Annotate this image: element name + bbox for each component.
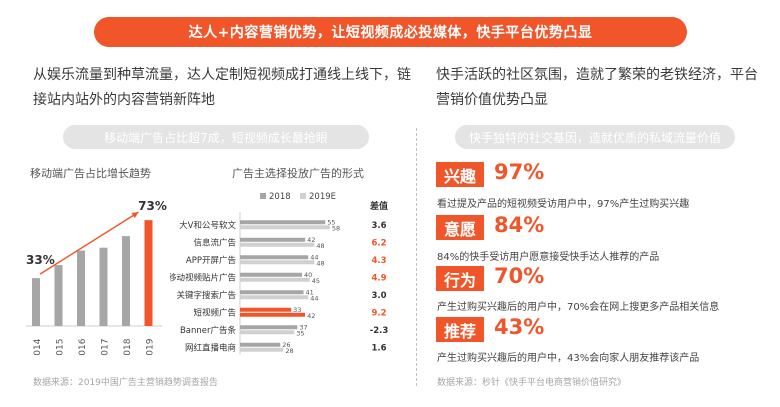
bar-2018-7 [240, 342, 281, 347]
right-intro-line2: 营销价值优势凸显 [436, 92, 548, 108]
trend-bar-2015 [54, 265, 63, 326]
value-2018-3: 40 [304, 271, 312, 279]
diff-value-6: -2.3 [370, 326, 389, 336]
headline-banner: 达人+内容营销优势，让短视频成必投媒体，快手平台优势凸显 [94, 17, 687, 47]
diff-value-1: 6.2 [371, 238, 386, 248]
value-2018-7: 26 [282, 341, 290, 349]
bar-2018-0 [240, 220, 326, 225]
diff-value-3: 4.9 [371, 273, 386, 283]
keyword-behavior: 行为 [436, 266, 484, 291]
trend-label-last: 73% [138, 199, 167, 213]
desc-recommend: 产生过购买兴趣后的用户中，43%会向家人朋友推荐该产品 [437, 353, 700, 364]
trend-bar-2019 [144, 220, 153, 326]
value-2018-4: 41 [306, 288, 314, 296]
trend-bar-2018 [122, 236, 130, 326]
right-source: 数据来源：秒针《快手平台电商营销价值研究》 [437, 378, 627, 388]
desc-interest: 看过提及产品的短视频受访用户中，97%产生过购买兴趣 [437, 199, 690, 210]
value-2019e-1: 48 [316, 242, 324, 250]
value-2019e-0: 58 [332, 224, 340, 232]
bar-2019e-6 [240, 330, 295, 335]
category-label-0: 大V和公号软文 [179, 220, 236, 231]
trend-bar-2017 [99, 247, 108, 326]
bar-2018-1 [240, 237, 306, 242]
right-pill: 快手独特的社交基因，造就优质的私域流量价值 [455, 125, 735, 149]
percent-willingness: 84% [494, 213, 545, 237]
value-2019e-6: 35 [296, 329, 304, 337]
legend-swatch-0 [260, 193, 266, 199]
desc-willingness: 84%的快手受访用户愿意接受快手达人推荐的产品 [437, 252, 660, 263]
bar-2019e-0 [240, 225, 330, 230]
right-intro: 快手活跃的社区氛围，造就了繁荣的老铁经济，平台 营销价值优势凸显 [436, 63, 766, 113]
desc-behavior: 产生过购买兴趣后的用户中，70%会在网上搜更多产品相关信息 [437, 302, 720, 313]
mobile-ad-trend-chart: 2014 2015 2016 2017 2018 2019 33% 73% [26, 199, 167, 355]
value-2019e-5: 42 [307, 312, 315, 320]
bar-2019e-3 [240, 277, 310, 282]
bar-2018-5 [240, 307, 292, 312]
bar-2018-6 [240, 325, 298, 330]
diff-value-2: 4.3 [371, 256, 386, 266]
left-intro-line2: 接站内站外的内容营销新阵地 [33, 92, 215, 108]
diff-value-0: 3.6 [371, 221, 386, 231]
value-2018-2: 44 [310, 253, 318, 261]
trend-bar-2016 [77, 250, 85, 326]
value-2019e-2: 48 [316, 259, 324, 267]
keyword-recommend: 推荐 [436, 317, 484, 342]
trend-tick-2019: 2019 [146, 338, 156, 355]
legend-label-0: 2018 [269, 192, 291, 202]
category-label-5: 短视频广告 [193, 307, 236, 318]
bar-2019e-1 [240, 242, 315, 247]
trend-tick-2015: 2015 [56, 339, 66, 355]
percent-recommend: 43% [494, 315, 545, 339]
trend-label-first: 33% [26, 253, 55, 267]
value-2019e-7: 28 [285, 347, 293, 354]
left-intro-line1: 从娱乐流量到种草流量，达人定制短视频成打通线上线下，链 [33, 67, 411, 83]
legend-label-1: 2019E [309, 192, 336, 202]
value-2019e-3: 45 [312, 277, 320, 285]
trend-bar-2014 [32, 278, 40, 326]
percent-interest: 97% [494, 160, 545, 184]
percent-behavior: 70% [494, 264, 545, 288]
bar-2018-3 [240, 272, 302, 277]
left-source: 数据来源：2019中国广告主营销趋势调查报告 [33, 378, 218, 388]
left-intro: 从娱乐流量到种草流量，达人定制短视频成打通线上线下，链 接站内站外的内容营销新阵… [33, 63, 413, 113]
diff-value-5: 9.2 [371, 308, 386, 318]
category-label-4: 关键字搜索广告 [176, 290, 236, 301]
trend-arrow-line [39, 211, 139, 275]
value-2018-6: 37 [299, 323, 307, 331]
diff-value-4: 3.0 [371, 291, 386, 301]
diff-value-7: 1.6 [371, 343, 386, 353]
trend-tick-2016: 2016 [78, 338, 88, 355]
value-2018-0: 55 [327, 218, 335, 226]
value-2018-1: 42 [307, 236, 315, 244]
category-label-3: 移动视频贴片广告 [170, 272, 236, 283]
category-label-1: 信息流广告 [193, 237, 236, 248]
bar-2019e-5 [240, 312, 306, 317]
trend-tick-2017: 2017 [101, 339, 111, 355]
trend-tick-2014: 2014 [33, 338, 43, 355]
bar-2018-2 [240, 255, 309, 260]
category-label-2: APP开屏广告 [186, 255, 236, 266]
left-pill: 移动端广告占比超7成，短视频成长最抢眼 [63, 125, 369, 149]
diff-header: 差值 [370, 200, 388, 212]
format-chart-title: 广告主选择投放广告的形式 [232, 167, 364, 180]
category-label-6: Banner广告条 [180, 325, 237, 336]
bar-2019e-4 [240, 295, 309, 300]
category-label-7: 网红直播电商 [185, 342, 236, 353]
value-2018-5: 33 [293, 306, 301, 314]
legend-swatch-1 [300, 193, 306, 199]
right-intro-line1: 快手活跃的社区氛围，造就了繁荣的老铁经济，平台 [436, 67, 758, 83]
trend-arrow-head [131, 212, 139, 219]
bar-2019e-7 [240, 347, 284, 352]
keyword-willingness: 意愿 [436, 215, 484, 240]
bar-2019e-2 [240, 260, 315, 265]
keyword-interest: 兴趣 [436, 162, 484, 187]
bar-2018-4 [240, 290, 304, 295]
trend-chart-title: 移动端广告占比增长趋势 [30, 167, 151, 180]
trend-tick-2018: 2018 [123, 338, 133, 355]
divider [416, 128, 417, 386]
value-2019e-4: 44 [310, 294, 318, 302]
